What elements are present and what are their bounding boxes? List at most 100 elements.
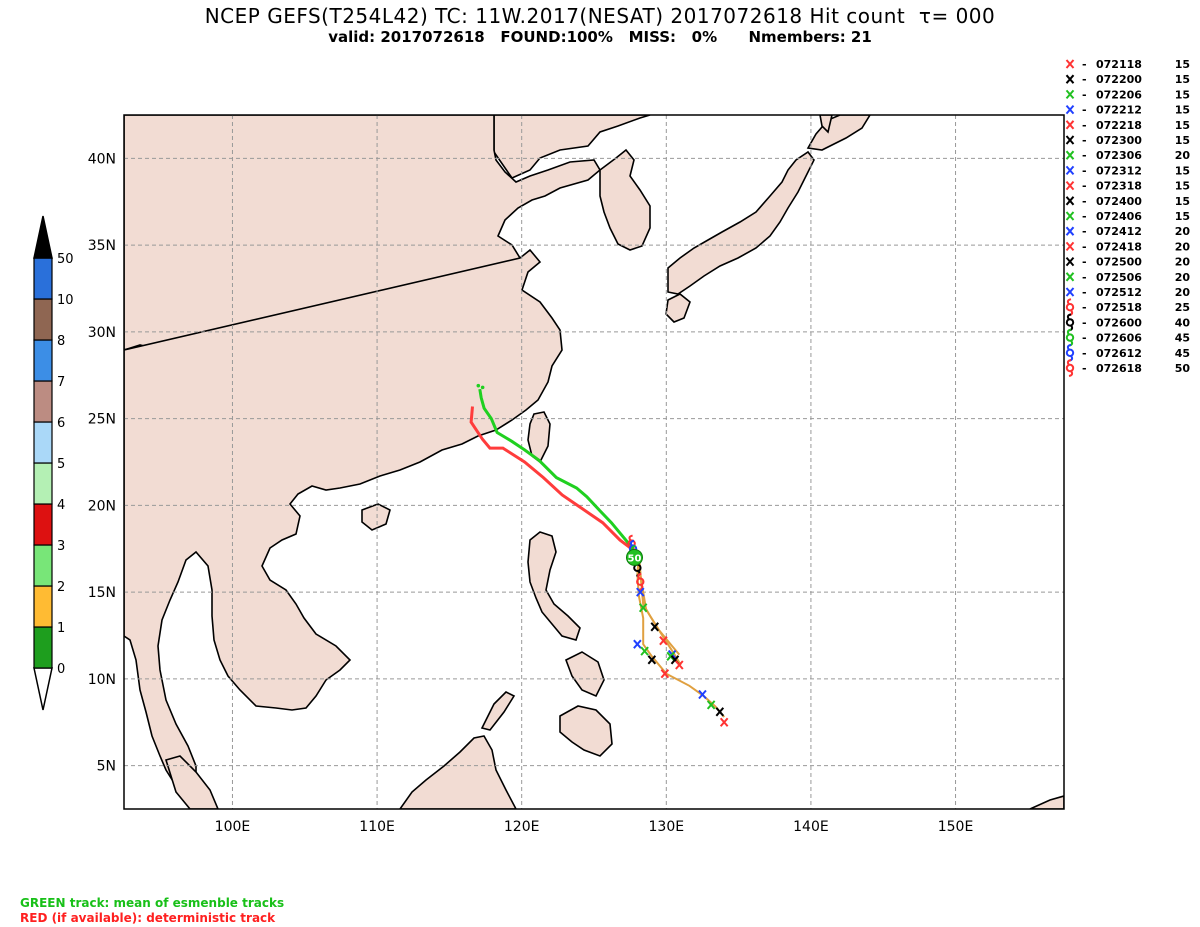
legend-item-072406: -072406 15 [1065, 210, 1190, 223]
colorbar-label: 1 [57, 621, 65, 636]
lon-tick-label: 130E [649, 819, 685, 835]
legend-dash: - [1082, 225, 1087, 238]
colorbar-label: 7 [57, 375, 65, 390]
fix-marker-072318 [675, 660, 684, 670]
colorbar-label: 3 [57, 539, 65, 554]
legend-time: 072300 [1096, 134, 1142, 147]
hit-count-label: 50 [628, 553, 642, 564]
legend-count: 20 [1175, 256, 1191, 269]
land-hainan [361, 503, 391, 531]
legend-count: 40 [1175, 316, 1191, 329]
legend-dash: - [1082, 149, 1087, 162]
land-japan-honshu [667, 150, 815, 295]
legend-count: 20 [1175, 271, 1191, 284]
legend-time: 072312 [1096, 164, 1142, 177]
land-east-china-coast [124, 248, 563, 791]
deterministic-track-note: RED (if available): deterministic track [20, 911, 276, 925]
deterministic-track [469, 406, 633, 550]
colorbar-upper-extension [33, 215, 53, 259]
legend-time: 072400 [1096, 195, 1142, 208]
land-visayas [564, 651, 605, 698]
legend-item-072206: -072206 15 [1065, 88, 1190, 101]
lat-tick-label: 10N [88, 672, 116, 688]
legend-dash: - [1082, 134, 1087, 147]
legend-count: 20 [1175, 240, 1191, 253]
fix-marker-072500 [650, 622, 659, 632]
colorbar-label: 4 [57, 498, 65, 513]
lat-tick-label: 5N [97, 759, 116, 775]
colorbar-label: 0 [57, 662, 65, 677]
legend-dash: - [1082, 73, 1087, 86]
legend-item-072506: -072506 20 [1065, 271, 1191, 284]
legend-item-072618: -072618 50 [1065, 359, 1190, 377]
colorbar-label: 5 [57, 457, 65, 472]
legend-item-072312: -072312 15 [1065, 164, 1190, 177]
legend-item-072518: -072518 25 [1065, 298, 1190, 317]
colorbar-label: 10 [57, 293, 74, 308]
legend-count: 15 [1175, 119, 1190, 132]
lat-tick-label: 20N [88, 498, 116, 514]
colorbar-segment [33, 380, 53, 423]
legend-item-072318: -072318 15 [1065, 180, 1190, 193]
legend-time: 072518 [1096, 301, 1142, 314]
land-mindanao [559, 705, 613, 757]
legend-dash: - [1082, 256, 1087, 269]
legend-dash: - [1082, 286, 1087, 299]
colorbar-label: 8 [57, 334, 65, 349]
plot-title: NCEP GEFS(T254L42) TC: 11W.2017(NESAT) 2… [204, 4, 996, 28]
lon-tick-label: 150E [938, 819, 974, 835]
legend-count: 15 [1175, 195, 1190, 208]
legend-count: 20 [1175, 225, 1191, 238]
hit-count-marker: 50 [625, 548, 643, 566]
legend-dash: - [1082, 316, 1087, 329]
legend-item-072200: -072200 15 [1065, 73, 1190, 86]
land-new-guinea [1029, 795, 1064, 809]
legend-count: 15 [1175, 180, 1190, 193]
colorbar-segment [33, 503, 53, 546]
legend-item-072418: -072418 20 [1065, 240, 1191, 253]
legend-count: 15 [1175, 58, 1190, 71]
fix-marker-072118 [719, 717, 729, 727]
lat-tick-label: 40N [88, 151, 116, 167]
legend: -072118 15- 072200 15- 072206 15- 072212 15- 072… [1065, 58, 1191, 377]
lat-tick-label: 30N [88, 325, 116, 341]
legend-count: 15 [1175, 104, 1190, 117]
legend-count: 45 [1175, 332, 1190, 345]
colorbar-segment [33, 298, 53, 341]
legend-time: 072200 [1096, 73, 1142, 86]
map-frame [123, 114, 1065, 810]
land-korea [599, 148, 651, 251]
colorbar-segment [33, 585, 53, 628]
colorbar-segment [33, 257, 53, 300]
fix-markers: 50 [625, 534, 729, 727]
legend-dash: - [1082, 164, 1087, 177]
fix-marker-072512 [636, 587, 645, 597]
legend-dash: - [1082, 195, 1087, 208]
legend-dash: - [1082, 180, 1087, 193]
legend-time: 072512 [1096, 286, 1142, 299]
legend-time: 072218 [1096, 119, 1142, 132]
legend-dash: - [1082, 58, 1087, 71]
fix-marker-072206 [706, 700, 716, 710]
legend-count: 45 [1175, 347, 1190, 360]
legend-count: 25 [1175, 301, 1190, 314]
legend-time: 072118 [1096, 58, 1142, 71]
mean-track-note: GREEN track: mean of esmenble tracks [20, 896, 285, 910]
legend-time: 072306 [1096, 149, 1142, 162]
lon-tick-label: 110E [359, 819, 395, 835]
legend-time: 072600 [1096, 316, 1142, 329]
legend-item-072300: -072300 15 [1065, 134, 1190, 147]
colorbar-label: 50 [57, 252, 74, 267]
colorbar-label: 6 [57, 416, 65, 431]
legend-dash: - [1082, 347, 1087, 360]
legend-item-072306: -072306 20 [1065, 149, 1190, 162]
legend-item-072606: -072606 45 [1065, 328, 1190, 347]
land-sakhalin [819, 115, 833, 134]
legend-item-072400: -072400 15 [1065, 195, 1190, 208]
colorbar-lower-extension [33, 667, 53, 711]
legend-count: 15 [1175, 134, 1190, 147]
colorbar-segment [33, 339, 53, 382]
fix-marker-072506 [638, 603, 648, 613]
plot-subtitle: valid: 2017072618 FOUND:100% MISS: 0% Nm… [328, 28, 872, 46]
